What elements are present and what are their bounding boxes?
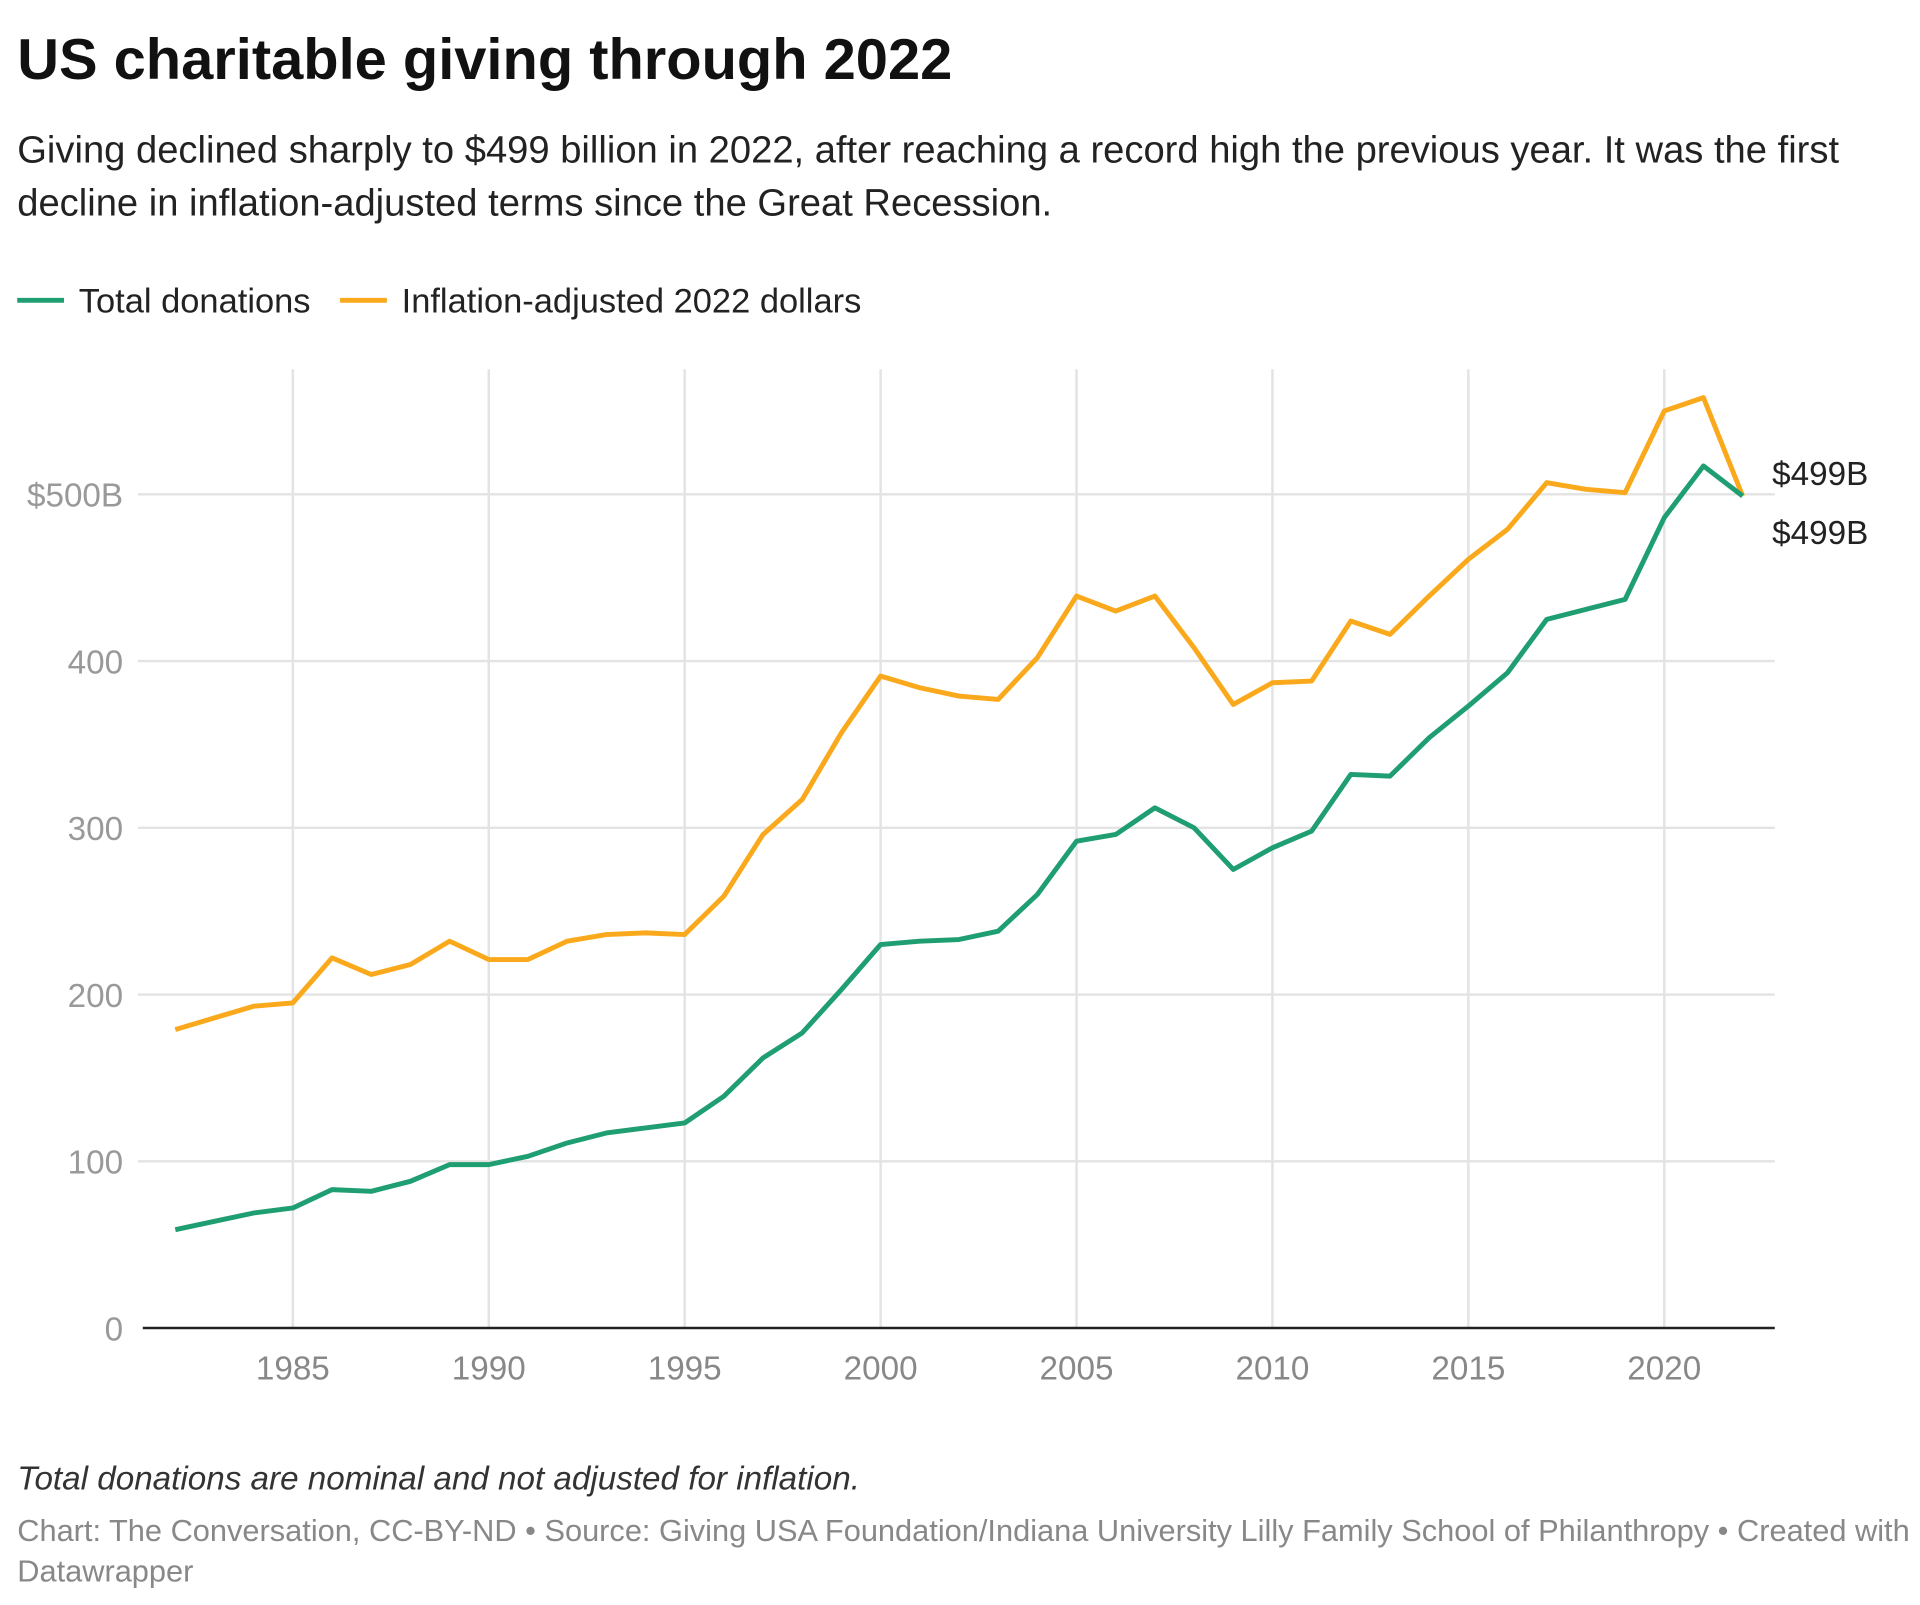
series-line [174, 395, 1745, 1032]
x-tick-label: 2015 [1431, 1351, 1505, 1388]
x-tick-label: 2005 [1040, 1351, 1114, 1388]
chart-source: Chart: The Conversation, CC-BY-ND • Sour… [17, 1513, 1910, 1589]
y-tick-label: 100 [68, 1145, 123, 1182]
chart-subtitle: Giving declined sharply to $499 billion … [17, 128, 1840, 225]
y-tick-label: 400 [68, 644, 123, 681]
x-tick-label: 1995 [648, 1351, 722, 1388]
x-tick-label: 2010 [1235, 1351, 1309, 1388]
x-tick-label: 1990 [452, 1351, 526, 1388]
x-tick-label: 2020 [1627, 1351, 1701, 1388]
x-tick-label: 1985 [256, 1351, 330, 1388]
subtitle-box: Giving declined sharply to $499 billion … [17, 128, 1840, 225]
chart-note: Total donations are nominal and not adju… [17, 1460, 860, 1497]
value-label: $499B [1772, 515, 1868, 552]
source-box: Chart: The Conversation, CC-BY-ND • Sour… [17, 1513, 1910, 1589]
y-tick-label: 300 [68, 811, 123, 848]
legend-label: Total donations [79, 283, 311, 321]
series-line [174, 463, 1745, 1233]
x-tick-label: 2000 [844, 1351, 918, 1388]
y-tick-label: 200 [68, 978, 123, 1015]
y-tick-label: 0 [105, 1311, 123, 1348]
legend-label: Inflation-adjusted 2022 dollars [402, 283, 862, 321]
y-tick-label: $500B [27, 478, 123, 515]
chart-title: US charitable giving through 2022 [17, 28, 952, 92]
value-label: $499B [1772, 456, 1868, 493]
